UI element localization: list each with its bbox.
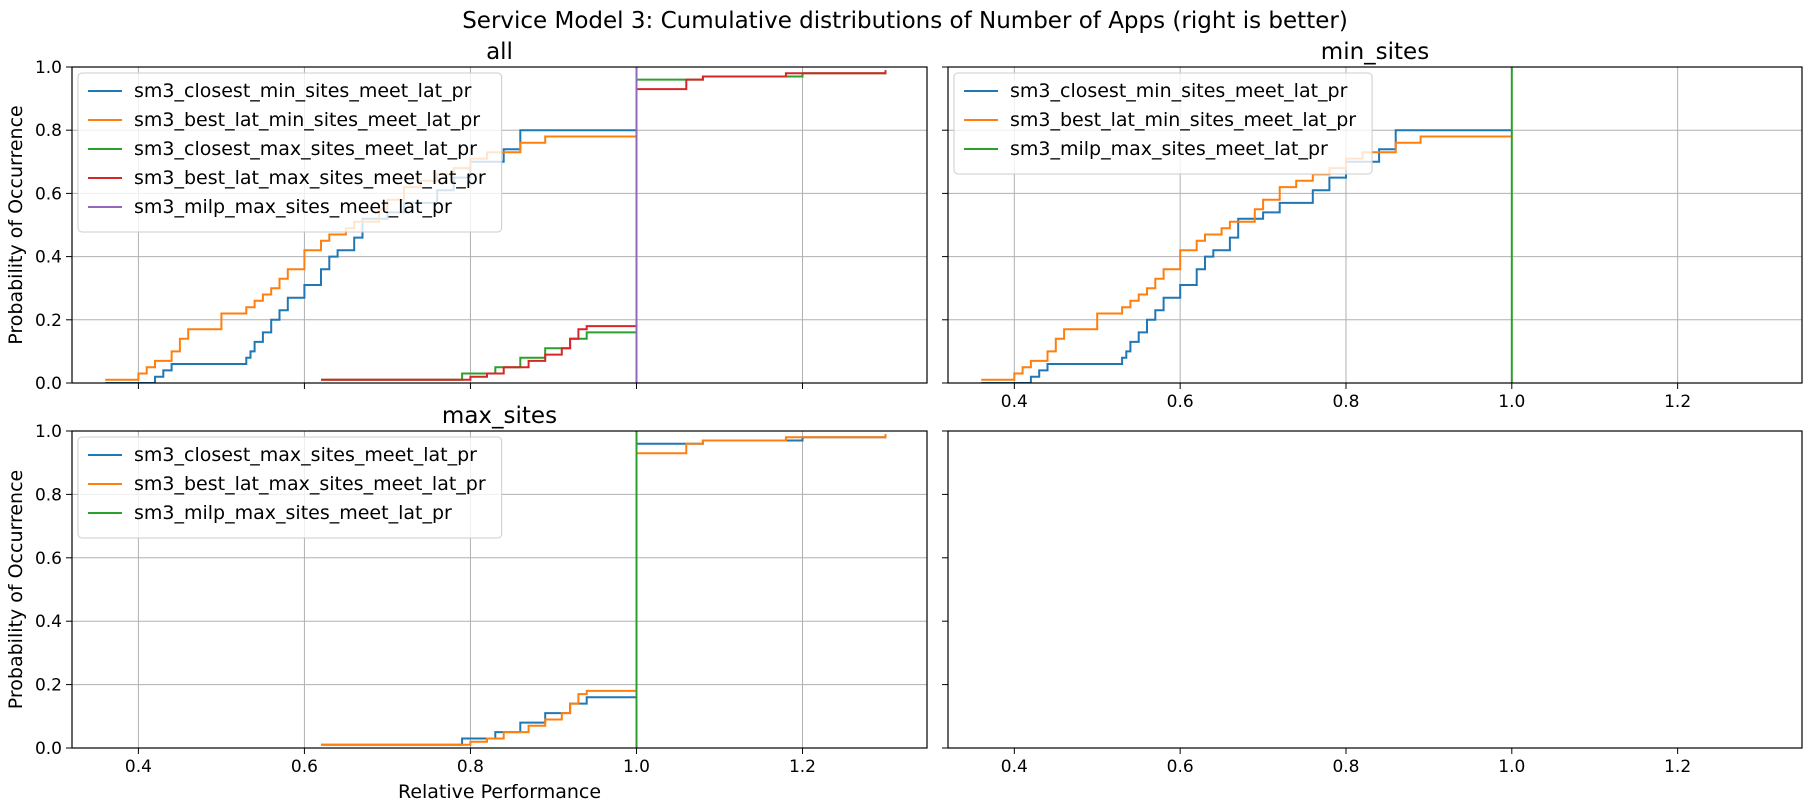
legend-entry-label: sm3_closest_max_sites_meet_lat_pr	[134, 444, 477, 466]
series-group	[321, 431, 887, 748]
legend: sm3_closest_min_sites_meet_lat_pr sm3_bes…	[953, 72, 1373, 175]
y-tick-label: 0.0	[35, 739, 62, 759]
x-tick-label: 0.6	[1167, 757, 1194, 777]
figure-suptitle: Service Model 3: Cumulative distribution…	[462, 8, 1348, 34]
x-tick-label: 0.4	[1001, 757, 1028, 777]
y-axis-label: Probability of Occurrence	[5, 470, 27, 709]
legend-entry-label: sm3_best_lat_max_sites_meet_lat_pr	[134, 473, 486, 495]
legend-frame	[953, 72, 1373, 175]
axes-frame	[947, 430, 1803, 749]
axes-frame	[71, 66, 928, 384]
axes-frame	[947, 66, 1803, 384]
subplot-title: min_sites	[1321, 39, 1429, 65]
legend-entry-label: sm3_closest_min_sites_meet_lat_pr	[134, 80, 472, 102]
x-tick-label: 0.8	[457, 757, 484, 777]
subplot-title: all	[486, 39, 513, 65]
legend-frame	[77, 436, 503, 539]
y-tick-label: 0.6	[35, 549, 62, 569]
y-tick-label: 0.0	[35, 374, 62, 394]
legend: sm3_closest_min_sites_meet_lat_pr sm3_bes…	[77, 72, 503, 233]
y-tick-label: 0.2	[35, 311, 62, 331]
x-axis-label: Relative Performance	[398, 781, 601, 803]
subplot-title: max_sites	[442, 403, 557, 429]
x-tick-label: 0.6	[1167, 392, 1194, 412]
x-tick-label: 0.4	[125, 757, 152, 777]
legend-entry-label: sm3_milp_max_sites_meet_lat_pr	[1010, 138, 1328, 160]
x-tick-label: 0.8	[1332, 392, 1359, 412]
y-tick-label: 0.8	[35, 121, 62, 141]
subplot-all: 0.0 0.2 0.4 0.6 0.8 1.0 all Probability of Occu…	[5, 39, 928, 394]
x-tick-label: 0.4	[1001, 392, 1028, 412]
legend-entry-label: sm3_closest_min_sites_meet_lat_pr	[1010, 80, 1348, 102]
x-tick-label: 1.2	[1664, 392, 1691, 412]
y-tick-label: 0.6	[35, 184, 62, 204]
subplot-empty: 0.4 0.6 0.8 1.0 1.2	[942, 430, 1803, 777]
legend-entry-label: sm3_milp_max_sites_meet_lat_pr	[134, 502, 452, 524]
x-tick-label: 1.2	[1664, 757, 1691, 777]
y-axis-label: Probability of Occurrence	[5, 105, 27, 344]
legend-entry-label: sm3_best_lat_max_sites_meet_lat_pr	[134, 167, 486, 189]
subplot-max_sites: 0.4 0.6 0.8 1.0 1.2 0.0 0.2 0.4 0.6 0.8 1.0 max_sit…	[5, 403, 928, 803]
legend-frame	[77, 72, 503, 233]
series-line-0	[981, 129, 1512, 383]
y-tick-label: 0.4	[35, 248, 62, 268]
x-tick-label: 1.0	[1498, 392, 1525, 412]
legend-entry-label: sm3_best_lat_min_sites_meet_lat_pr	[134, 109, 480, 131]
legend-entry-label: sm3_milp_max_sites_meet_lat_pr	[134, 196, 452, 218]
x-tick-label: 0.8	[1332, 757, 1359, 777]
legend: sm3_closest_max_sites_meet_lat_pr sm3_bes…	[77, 436, 503, 539]
series-line-1	[321, 434, 887, 746]
y-tick-label: 0.4	[35, 612, 62, 632]
x-tick-label: 1.2	[789, 757, 816, 777]
legend-entry-label: sm3_closest_max_sites_meet_lat_pr	[134, 138, 477, 160]
series-line-3	[321, 70, 887, 381]
plot-area	[948, 431, 1802, 748]
x-tick-label: 0.6	[291, 757, 318, 777]
y-tick-label: 1.0	[35, 422, 62, 442]
axes-frame	[71, 430, 928, 749]
y-tick-label: 0.8	[35, 485, 62, 505]
y-tick-label: 0.2	[35, 676, 62, 696]
subplot-min_sites: 0.4 0.6 0.8 1.0 1.2 min_sites sm3_closest_min_…	[942, 39, 1803, 412]
x-tick-label: 1.0	[623, 757, 650, 777]
legend-entry-label: sm3_best_lat_min_sites_meet_lat_pr	[1010, 109, 1356, 131]
subplot-grid: 0.0 0.2 0.4 0.6 0.8 1.0 all Probability of Occu…	[5, 39, 1803, 803]
y-tick-label: 1.0	[35, 58, 62, 78]
x-tick-label: 1.0	[1498, 757, 1525, 777]
